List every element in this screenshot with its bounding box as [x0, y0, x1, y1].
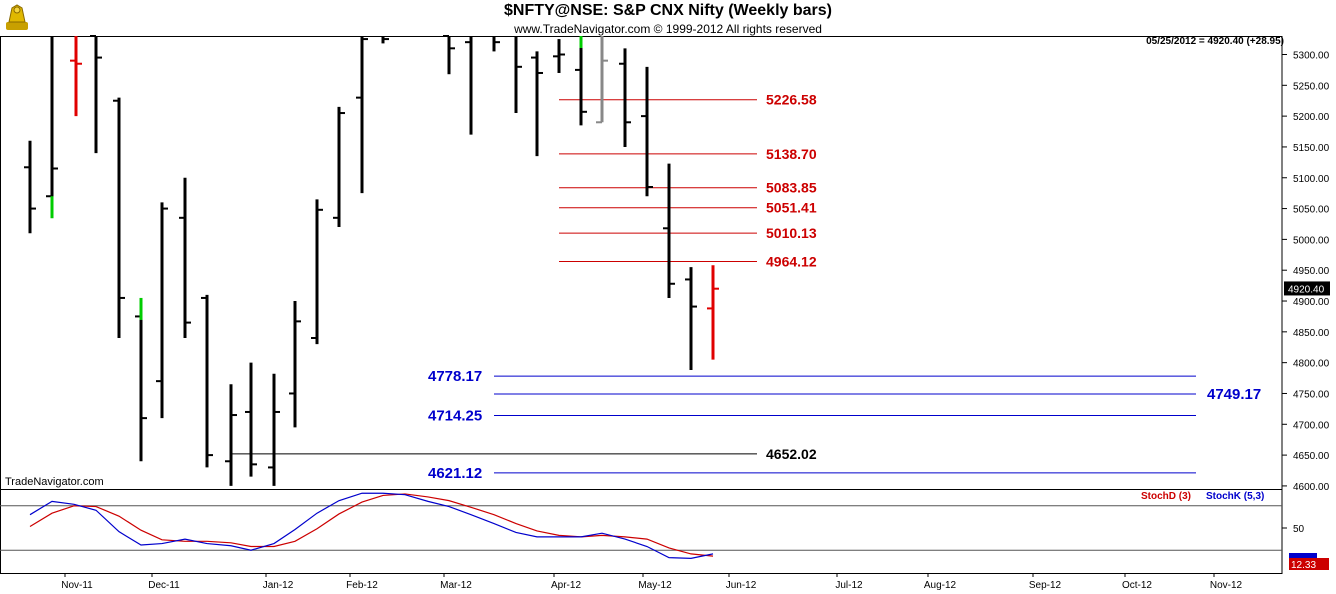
- stochd-line: [29, 493, 714, 557]
- x-tick-label: Sep-12: [1029, 580, 1062, 591]
- level-label: 4749.17: [1207, 386, 1261, 403]
- level-label: 5083.85: [766, 180, 817, 196]
- x-tick-label: Jun-12: [726, 580, 757, 591]
- chart-title: $NFTY@NSE: S&P CNX Nifty (Weekly bars): [504, 2, 832, 19]
- x-tick-label: Apr-12: [551, 580, 581, 591]
- y-tick-label: 5000.00: [1293, 235, 1330, 246]
- osc-value-marker-blue: [1289, 553, 1317, 558]
- level-label: 5138.70: [766, 146, 817, 162]
- x-tick-label: Nov-11: [61, 580, 93, 591]
- stochk-line: [29, 492, 714, 559]
- level-label: 4778.17: [428, 368, 482, 385]
- x-tick-label: Dec-11: [148, 580, 180, 591]
- level-label: 5051.41: [766, 200, 817, 216]
- y-tick-label: 5150.00: [1293, 143, 1330, 154]
- oscillator-panel-frame: [0, 489, 1283, 574]
- y-tick-label: 4650.00: [1293, 451, 1330, 462]
- brand-label: TradeNavigator.com: [5, 476, 104, 488]
- y-tick-label: 4900.00: [1293, 297, 1330, 308]
- chart-subtitle: www.TradeNavigator.com © 1999-2012 All r…: [514, 22, 822, 36]
- y-tick-label: 5050.00: [1293, 205, 1330, 216]
- last-price-label: 4920.40: [1288, 284, 1325, 295]
- y-tick-label: 5250.00: [1293, 81, 1330, 92]
- last-price-box: [1284, 281, 1330, 296]
- y-tick-label: 5100.00: [1293, 174, 1330, 185]
- x-tick-label: Nov-12: [1210, 580, 1243, 591]
- x-tick-label: Mar-12: [440, 580, 472, 591]
- y-tick-label: 4700.00: [1293, 420, 1330, 431]
- y-tick-label: 4750.00: [1293, 389, 1330, 400]
- last-price-info: 05/25/2012 = 4920.40 (+28.95): [1146, 36, 1284, 47]
- y-tick-label: 4950.00: [1293, 266, 1330, 277]
- y-tick-label: 5200.00: [1293, 112, 1330, 123]
- stochd-legend: StochD (3): [1141, 491, 1191, 502]
- x-tick-label: Jul-12: [835, 580, 863, 591]
- level-label: 4652.02: [766, 446, 817, 462]
- osc-value-label: 12.33: [1291, 560, 1316, 571]
- level-label: 4964.12: [766, 254, 817, 270]
- level-label: 5010.13: [766, 225, 817, 241]
- osc-value-box: [1289, 558, 1329, 570]
- y-tick-label: 4850.00: [1293, 328, 1330, 339]
- trade-navigator-logo-icon: [4, 2, 30, 32]
- x-tick-label: May-12: [638, 580, 672, 591]
- osc-tick-label: 50: [1293, 524, 1305, 535]
- x-tick-label: Aug-12: [924, 580, 957, 591]
- y-tick-label: 4800.00: [1293, 359, 1330, 370]
- y-tick-label: 5300.00: [1293, 50, 1330, 61]
- level-label: 5226.58: [766, 92, 817, 108]
- level-label: 4714.25: [428, 408, 482, 425]
- x-tick-label: Feb-12: [346, 580, 378, 591]
- price-panel-frame: [0, 36, 1283, 490]
- x-tick-label: Oct-12: [1122, 580, 1152, 591]
- level-label: 4621.12: [428, 465, 482, 482]
- y-tick-label: 4600.00: [1293, 482, 1330, 493]
- x-tick-label: Jan-12: [263, 580, 294, 591]
- stochk-legend: StochK (5,3): [1206, 491, 1265, 502]
